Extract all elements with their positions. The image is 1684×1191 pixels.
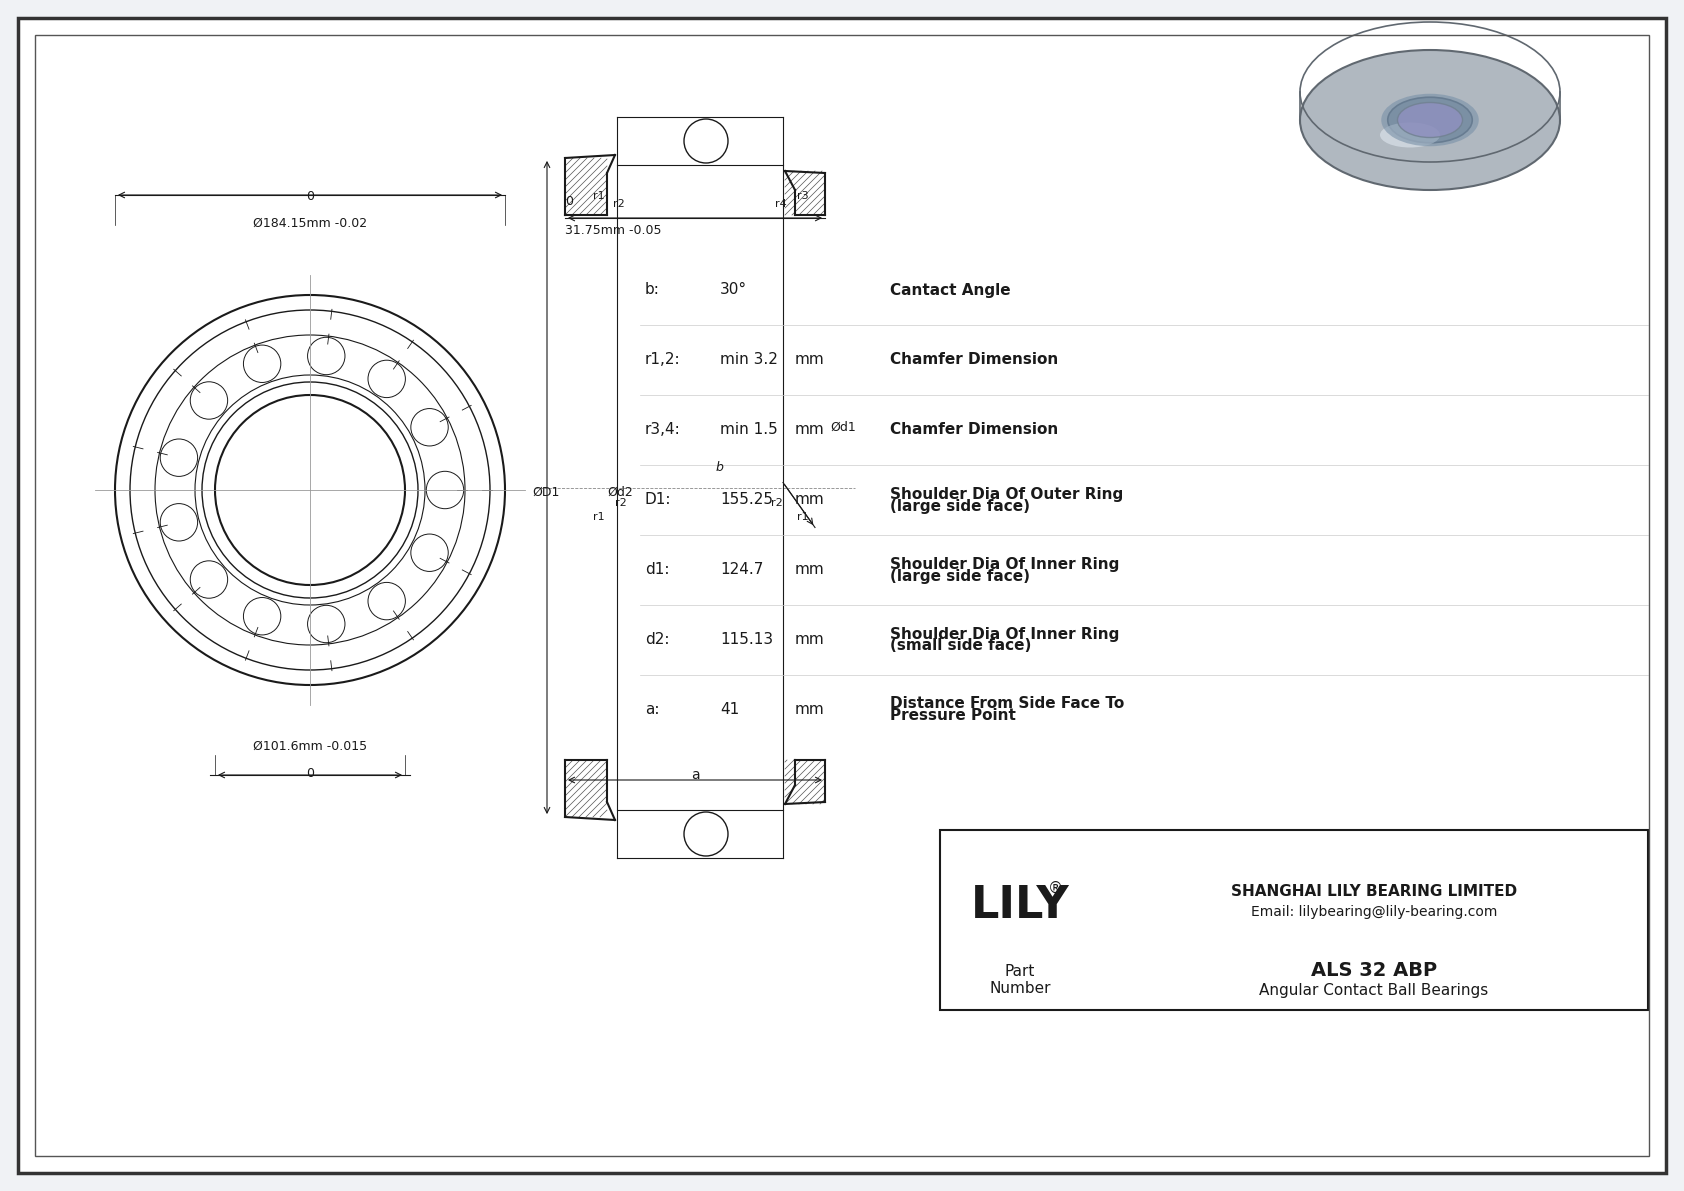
Text: 0: 0	[306, 191, 313, 202]
Text: Ød1: Ød1	[830, 420, 855, 434]
Text: LILY: LILY	[970, 884, 1069, 927]
Text: d1:: d1:	[645, 562, 670, 578]
Text: mm: mm	[795, 353, 825, 368]
Text: ØD1: ØD1	[532, 486, 561, 499]
Text: mm: mm	[795, 493, 825, 507]
Text: Angular Contact Ball Bearings: Angular Contact Ball Bearings	[1260, 983, 1489, 998]
Text: Shoulder Dia Of Inner Ring: Shoulder Dia Of Inner Ring	[891, 626, 1120, 642]
Text: Chamfer Dimension: Chamfer Dimension	[891, 353, 1058, 368]
Bar	[940, 830, 1649, 1010]
Text: 124.7: 124.7	[721, 562, 763, 578]
Text: b:: b:	[645, 282, 660, 298]
Text: (large side face): (large side face)	[891, 568, 1031, 584]
Text: r2: r2	[613, 199, 625, 208]
Text: Ø101.6mm -0.015: Ø101.6mm -0.015	[253, 740, 367, 753]
Text: 30°: 30°	[721, 282, 748, 298]
Text: a:: a:	[645, 703, 660, 717]
Text: Chamfer Dimension: Chamfer Dimension	[891, 423, 1058, 437]
Text: Cantact Angle: Cantact Angle	[891, 282, 1010, 298]
Text: r1: r1	[593, 512, 605, 523]
Text: mm: mm	[795, 632, 825, 648]
Text: 31.75mm -0.05: 31.75mm -0.05	[566, 224, 662, 237]
Text: mm: mm	[795, 562, 825, 578]
Text: r3,4:: r3,4:	[645, 423, 680, 437]
Text: r2: r2	[615, 498, 626, 507]
Ellipse shape	[1300, 50, 1559, 191]
Text: Shoulder Dia Of Inner Ring: Shoulder Dia Of Inner Ring	[891, 556, 1120, 572]
Text: (large side face): (large side face)	[891, 499, 1031, 513]
Text: 0: 0	[306, 767, 313, 780]
Text: r4: r4	[775, 199, 786, 208]
Text: (small side face): (small side face)	[891, 638, 1031, 654]
Text: ALS 32 ABP: ALS 32 ABP	[1310, 960, 1436, 979]
Text: r2: r2	[771, 498, 783, 507]
Text: 41: 41	[721, 703, 739, 717]
Ellipse shape	[1388, 98, 1472, 143]
Text: 0: 0	[566, 195, 573, 208]
Text: Shoulder Dia Of Outer Ring: Shoulder Dia Of Outer Ring	[891, 486, 1123, 501]
Text: Pressure Point: Pressure Point	[891, 709, 1015, 723]
Text: 115.13: 115.13	[721, 632, 773, 648]
Text: b: b	[716, 461, 724, 474]
Text: min 3.2: min 3.2	[721, 353, 778, 368]
Text: mm: mm	[795, 703, 825, 717]
Text: Part
Number: Part Number	[989, 964, 1051, 996]
Text: Distance From Side Face To: Distance From Side Face To	[891, 697, 1125, 711]
Text: Ød2: Ød2	[606, 486, 633, 499]
Text: Ø184.15mm -0.02: Ø184.15mm -0.02	[253, 217, 367, 230]
Text: mm: mm	[795, 423, 825, 437]
Text: a: a	[690, 768, 699, 782]
Text: r1,2:: r1,2:	[645, 353, 680, 368]
Text: r1: r1	[593, 191, 605, 201]
Text: SHANGHAI LILY BEARING LIMITED: SHANGHAI LILY BEARING LIMITED	[1231, 885, 1517, 899]
Text: min 1.5: min 1.5	[721, 423, 778, 437]
Ellipse shape	[1381, 94, 1479, 146]
Text: d2:: d2:	[645, 632, 670, 648]
Text: 155.25: 155.25	[721, 493, 773, 507]
Ellipse shape	[1398, 102, 1462, 137]
Text: r1: r1	[797, 512, 808, 523]
Ellipse shape	[1379, 123, 1440, 148]
Text: ®: ®	[1047, 880, 1063, 896]
Text: r3: r3	[797, 191, 808, 201]
Text: D1:: D1:	[645, 493, 672, 507]
Text: Email: lilybearing@lily-bearing.com: Email: lilybearing@lily-bearing.com	[1251, 905, 1497, 919]
